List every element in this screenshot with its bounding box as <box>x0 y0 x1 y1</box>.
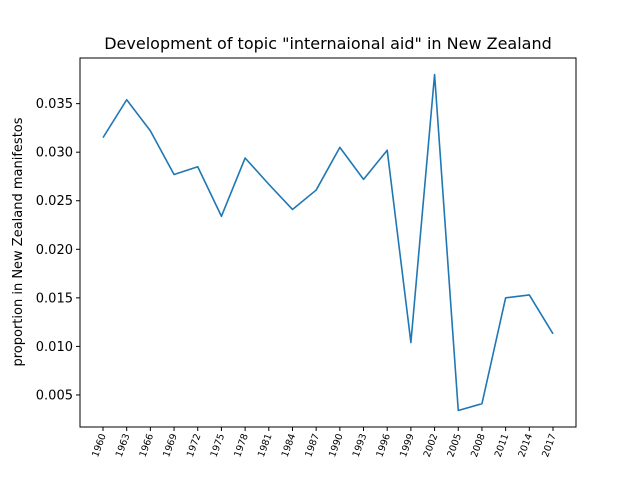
y-tick-label: 0.010 <box>36 340 73 355</box>
y-tick-label: 0.035 <box>36 97 73 112</box>
plot-area-frame <box>79 57 577 428</box>
y-tick-label: 0.020 <box>36 243 73 258</box>
series-line <box>102 73 554 412</box>
y-tick-label: 0.005 <box>36 388 73 403</box>
y-axis-label: proportion in New Zealand manifestos <box>11 117 26 366</box>
y-tick-label: 0.030 <box>36 146 73 161</box>
y-tick-label: 0.025 <box>36 194 73 209</box>
y-axis-ticks: 0.005 0.010 0.015 0.020 0.025 0.030 0.035 <box>36 97 80 403</box>
chart-title: Development of topic "internaional aid" … <box>104 34 552 53</box>
y-tick-label: 0.015 <box>36 291 73 306</box>
